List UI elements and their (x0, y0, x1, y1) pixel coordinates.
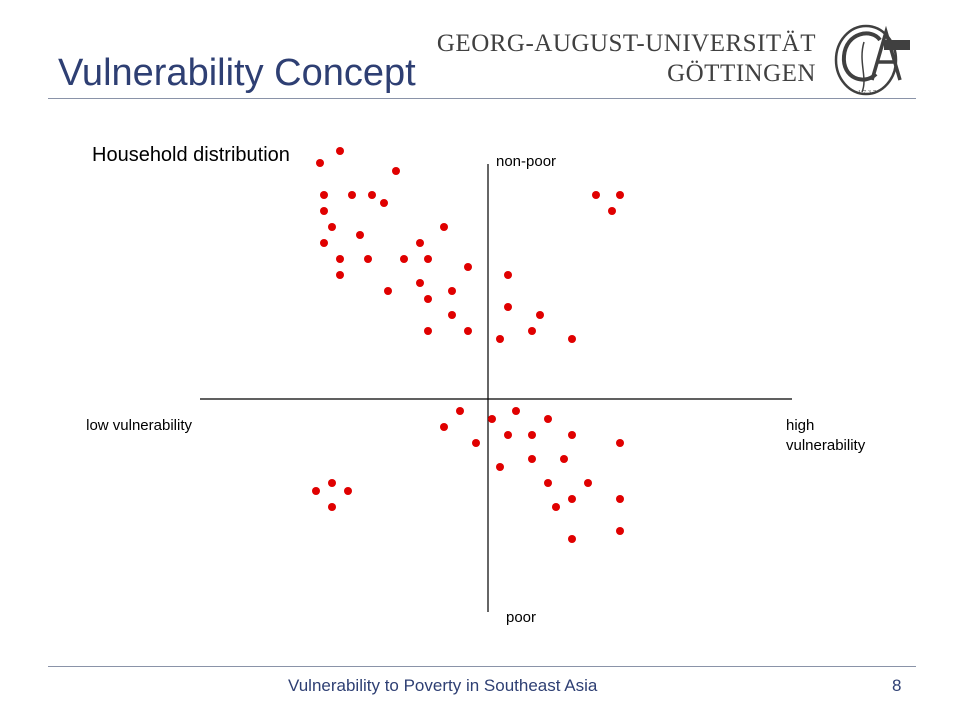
household-point-48 (496, 463, 504, 471)
household-point-7 (380, 199, 388, 207)
household-point-53 (552, 503, 560, 511)
household-point-39 (544, 415, 552, 423)
axis-label-right-text: high vulnerability (786, 417, 866, 454)
household-point-47 (560, 455, 568, 463)
household-point-21 (384, 287, 392, 295)
household-point-55 (568, 535, 576, 543)
household-point-5 (348, 191, 356, 199)
household-point-23 (424, 295, 432, 303)
household-point-57 (344, 487, 352, 495)
household-point-37 (512, 407, 520, 415)
household-point-58 (312, 487, 320, 495)
household-point-1 (316, 159, 324, 167)
household-point-59 (328, 503, 336, 511)
household-point-33 (592, 191, 600, 199)
title-divider (48, 98, 916, 99)
household-point-9 (328, 223, 336, 231)
household-point-36 (456, 407, 464, 415)
household-point-41 (504, 431, 512, 439)
axis-label-bottom: poor (506, 609, 537, 626)
household-point-6 (368, 191, 376, 199)
household-point-8 (320, 207, 328, 215)
household-point-3 (392, 167, 400, 175)
household-point-52 (616, 495, 624, 503)
university-name-line1: GEORG-AUGUST-UNIVERSITÄT (436, 30, 816, 57)
household-point-44 (472, 439, 480, 447)
diagram-subtitle: Household distribution (92, 144, 290, 166)
household-point-12 (320, 239, 328, 247)
household-point-26 (448, 311, 456, 319)
household-point-51 (568, 495, 576, 503)
household-point-31 (528, 327, 536, 335)
household-point-38 (488, 415, 496, 423)
household-point-46 (528, 455, 536, 463)
household-point-18 (464, 263, 472, 271)
household-point-25 (504, 303, 512, 311)
household-point-54 (616, 527, 624, 535)
household-point-42 (528, 431, 536, 439)
household-point-32 (568, 335, 576, 343)
axis-label-left-text: low vulnerability (86, 417, 192, 434)
household-point-56 (328, 479, 336, 487)
household-point-43 (568, 431, 576, 439)
household-point-30 (496, 335, 504, 343)
household-point-34 (616, 191, 624, 199)
household-point-45 (616, 439, 624, 447)
axis-label-left: low vulnerability (82, 416, 192, 436)
household-point-20 (416, 279, 424, 287)
axis-label-right: high vulnerability (786, 416, 896, 456)
slide-title: Vulnerability Concept (58, 52, 416, 94)
household-point-11 (440, 223, 448, 231)
household-point-4 (320, 191, 328, 199)
seal-year: 1737 (858, 90, 878, 96)
footer-text: Vulnerability to Poverty in Southeast As… (288, 676, 598, 695)
household-point-10 (356, 231, 364, 239)
household-points (312, 147, 624, 543)
page-number: 8 (892, 676, 902, 695)
household-point-27 (536, 311, 544, 319)
household-point-50 (584, 479, 592, 487)
household-point-16 (400, 255, 408, 263)
household-point-29 (464, 327, 472, 335)
household-point-19 (336, 271, 344, 279)
university-name-line2: GÖTTINGEN (667, 60, 816, 87)
household-point-17 (424, 255, 432, 263)
axis-label-top: non-poor (496, 153, 557, 170)
household-point-28 (424, 327, 432, 335)
household-point-13 (416, 239, 424, 247)
university-seal-icon: 1737 (834, 24, 910, 96)
household-point-22 (448, 287, 456, 295)
household-point-40 (440, 423, 448, 431)
footer-divider (48, 666, 916, 667)
household-point-49 (544, 479, 552, 487)
household-point-15 (364, 255, 372, 263)
household-point-14 (336, 255, 344, 263)
household-point-2 (336, 147, 344, 155)
household-point-35 (608, 207, 616, 215)
household-point-24 (504, 271, 512, 279)
